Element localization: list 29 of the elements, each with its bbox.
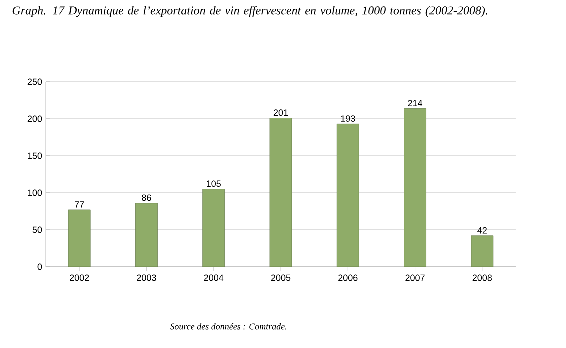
data-label: 42: [478, 227, 487, 234]
bar: [136, 203, 158, 268]
y-tick-label: 200: [28, 116, 42, 122]
x-tick-label: 2006: [338, 274, 358, 282]
data-label: 86: [142, 194, 152, 202]
x-tick-label: 2005: [271, 274, 291, 282]
data-label: 214: [408, 100, 423, 106]
bar: [202, 189, 226, 268]
y-tick-label: 50: [32, 226, 42, 234]
bar: [270, 118, 292, 268]
data-label: 201: [274, 110, 288, 116]
data-label: 193: [341, 116, 356, 122]
x-tick-label: 2007: [406, 274, 425, 282]
x-tick-label: 2004: [204, 274, 224, 282]
bar: [336, 124, 360, 268]
bar: [471, 236, 494, 268]
y-tick-label: 150: [28, 152, 42, 160]
bar: [404, 108, 426, 268]
x-tick-label: 2008: [472, 274, 492, 282]
data-label: 105: [207, 180, 221, 188]
y-tick-label: 100: [28, 190, 42, 196]
y-tick-label: 0: [38, 264, 42, 270]
chart-title: Graph. 17 Dynamique de l’exportation de vin effervescent en volume, 1000 tonnes (2002-2008).: [12, 6, 488, 18]
x-tick-label: 2003: [137, 274, 156, 282]
bar: [68, 210, 91, 268]
source-note: Source des données : Comtrade.: [170, 323, 287, 330]
data-label: 77: [75, 202, 84, 208]
y-tick-label: 250: [28, 78, 42, 86]
x-tick-label: 2002: [70, 274, 90, 282]
